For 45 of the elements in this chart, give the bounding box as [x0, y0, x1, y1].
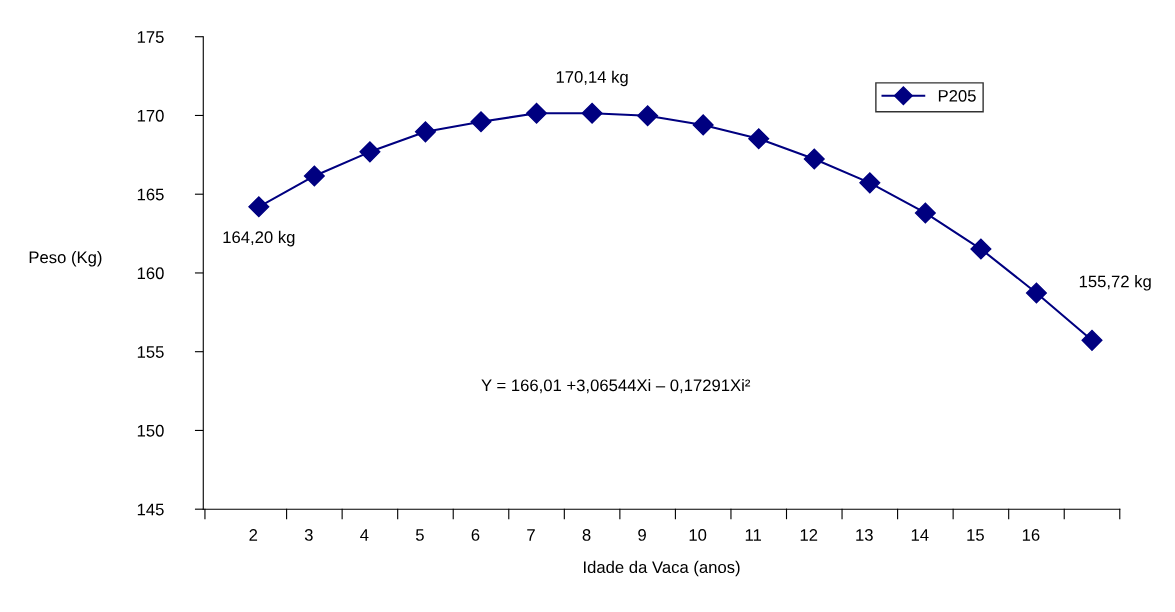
- x-tick-label: 6: [471, 529, 480, 541]
- point: [414, 121, 436, 143]
- point: [970, 238, 992, 260]
- x-tick-label: 13: [856, 529, 873, 541]
- point: [248, 196, 270, 218]
- x-tick-label: 14: [911, 529, 929, 541]
- x-tick-label: 8: [582, 529, 591, 541]
- point: [748, 128, 770, 150]
- legend-label: P205: [938, 89, 976, 102]
- y-tick-label: 155: [137, 346, 164, 358]
- point: [470, 111, 492, 133]
- y-tick-label: 145: [137, 503, 164, 516]
- point: [359, 141, 381, 163]
- annotation: 170,14 kg: [556, 70, 628, 87]
- y-axis-title: Peso (Kg): [29, 251, 102, 267]
- x-tick-label: 15: [967, 529, 984, 541]
- point: [581, 102, 603, 124]
- x-tick-label: 9: [638, 529, 646, 541]
- y-tick-label: 165: [137, 188, 164, 201]
- x-axis-title: Idade da Vaca (anos): [584, 560, 740, 577]
- x-tick-label: 11: [745, 529, 762, 541]
- y-tick-label: 175: [137, 31, 164, 43]
- x-tick-label: 16: [1022, 529, 1040, 541]
- y-tick-label: 170: [137, 109, 164, 122]
- point: [303, 165, 325, 187]
- point: [1025, 282, 1047, 304]
- point: [859, 172, 881, 194]
- point: [914, 202, 936, 224]
- y-tick-label: 150: [137, 424, 164, 437]
- annotation: 155,72 kg: [1079, 275, 1151, 291]
- y-tick-label: 160: [137, 267, 164, 280]
- x-tick-label: 3: [304, 529, 313, 541]
- annotation: Y = 166,01 +3,06544Xi – 0,17291Xi²: [481, 378, 751, 394]
- annotation: 164,20 kg: [223, 230, 295, 247]
- x-tick-label: 2: [249, 529, 258, 541]
- x-tick-label: 7: [527, 529, 535, 541]
- point: [637, 105, 659, 127]
- x-tick-label: 5: [415, 529, 424, 541]
- x-tick-label: 4: [360, 529, 369, 541]
- point: [692, 114, 714, 136]
- point: [803, 148, 825, 170]
- point: [526, 102, 548, 124]
- x-tick-label: 10: [689, 529, 707, 541]
- x-tick-label: 12: [800, 529, 818, 541]
- point: [1081, 329, 1103, 351]
